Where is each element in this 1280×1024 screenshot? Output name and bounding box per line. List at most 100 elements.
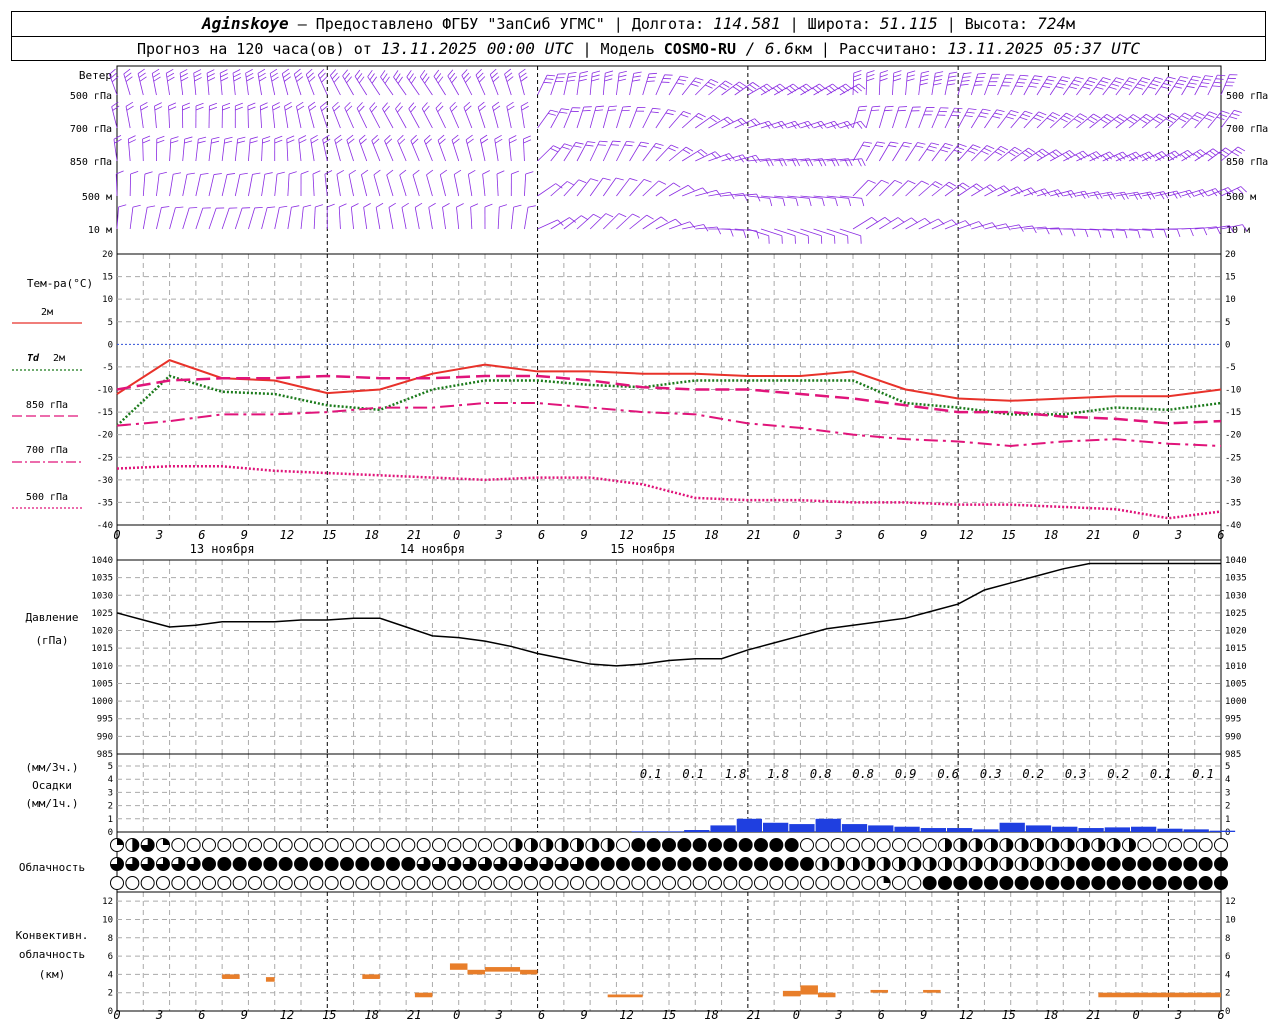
wind-barb [774,195,799,207]
wind-barb-feather [612,140,621,143]
wind-barb-feather [170,140,179,144]
wind-barb-feather [1148,151,1155,158]
hour-tick-label-bottom: 15 [322,1008,336,1022]
wind-barb-feather [1137,83,1146,87]
wind-barb-feather [725,80,733,86]
cloud-symbol [1168,876,1182,890]
wind-barb-feather [1133,192,1139,200]
wind-barb-feather [272,102,280,107]
precip-ytick: 3 [108,788,113,798]
wind-barb-feather [182,106,191,111]
day-label: 14 ноября [400,542,465,556]
hour-tick-label: 0 [1132,528,1139,542]
cloud-symbol-circle [508,876,523,890]
wind-barb-staff [708,191,731,197]
wind-barb-staff [497,207,500,230]
wind-barb [1102,191,1129,200]
cloud-symbol [953,838,968,852]
cloud-symbol [646,876,661,890]
wind-barb-staff [642,143,657,162]
cloud-symbol [340,838,354,852]
wind-barb-feather [932,183,940,189]
wind-barb-feather [168,102,177,107]
cloud-symbol [1030,838,1044,852]
wind-barb-feather [395,73,401,81]
cloud-symbol-circle [692,857,707,871]
wind-barb [1102,151,1129,162]
cloud-symbol-circle [876,838,891,852]
wind-barb-staff [1036,227,1059,230]
wind-barb [287,205,300,230]
wind-barb-feather [451,134,459,141]
cloud-symbol [708,857,722,871]
wind-barb-feather [730,228,734,237]
wind-barb [475,68,486,96]
cloud-symbol-circle [263,838,278,852]
wind-barb [1023,75,1043,96]
wind-barb [382,102,394,129]
wind-barb-feather [968,108,977,111]
wind-barb-feather [173,172,182,175]
wind-barb [931,181,957,197]
wind-barb-feather [1003,185,1011,192]
wind-barb-feather [1212,148,1220,154]
cloud-symbol-fill [1129,838,1136,852]
cloud-symbol-circle [616,876,630,890]
cloud-symbol [462,838,477,852]
wind-barb-feather [1080,191,1086,199]
wind-barb-feather [658,180,667,185]
wind-barb [234,102,243,129]
wind-barb-staff [537,183,556,197]
wind-barb-staff [182,139,186,162]
wind-barb-feather [154,106,163,111]
wind-barb-feather [507,105,515,111]
wind-barb-feather [1049,114,1058,119]
hour-tick-label-bottom: 6 [1217,1008,1224,1022]
cloud-symbol [416,876,431,890]
wind-barb-feather [855,85,862,92]
cloud-symbol [1214,838,1228,852]
wind-barb-staff [358,140,368,162]
cloud-symbol-circle [278,857,293,871]
wind-barb-feather [262,136,271,140]
wind-barb-feather [180,73,188,78]
wind-barb-feather [907,74,915,78]
cloud-symbol-circle [248,838,262,852]
wind-barb [232,69,242,96]
cloud-symbol-fill [546,838,553,852]
wind-barb-staff [281,73,289,96]
wind-barb [865,179,889,197]
wind-barb [918,107,935,129]
cloud-symbol-circle [861,838,876,852]
wind-barb [629,107,646,129]
wind-barb-feather [264,172,273,175]
wind-barb [1063,113,1088,129]
wind-barb-feather [903,141,912,145]
wind-barb-staff [774,195,797,199]
wind-barb-feather [1093,113,1101,119]
wind-barb-feather [130,170,139,175]
wind-barb-feather [345,105,353,112]
wind-barb-feather [1234,149,1243,154]
cloud-symbol-fill [883,857,891,871]
wind-barb-staff [360,174,368,197]
wind-barb-staff [1089,77,1104,96]
wind-barb-feather [327,203,335,208]
wind-barb-feather [258,72,266,78]
wind-barb-feather [931,142,940,146]
wind-barb-feather [934,75,943,78]
wind-barb-feather [520,76,528,82]
wind-barb-feather [1209,150,1217,156]
cloud-symbol-circle [248,857,262,871]
wind-barb-feather [1155,116,1164,121]
wind-barb-feather [463,72,470,80]
wind-barb-staff [957,144,974,162]
convective-cloud-bar [222,974,240,979]
wind-barb [760,228,783,244]
wind-barb-feather [274,139,283,144]
wind-barb-staff [482,174,486,197]
wind-barb-feather [593,213,601,219]
wind-barb-feather [207,73,215,78]
wind-barb-feather [452,138,460,145]
cloud-symbol [570,876,584,890]
